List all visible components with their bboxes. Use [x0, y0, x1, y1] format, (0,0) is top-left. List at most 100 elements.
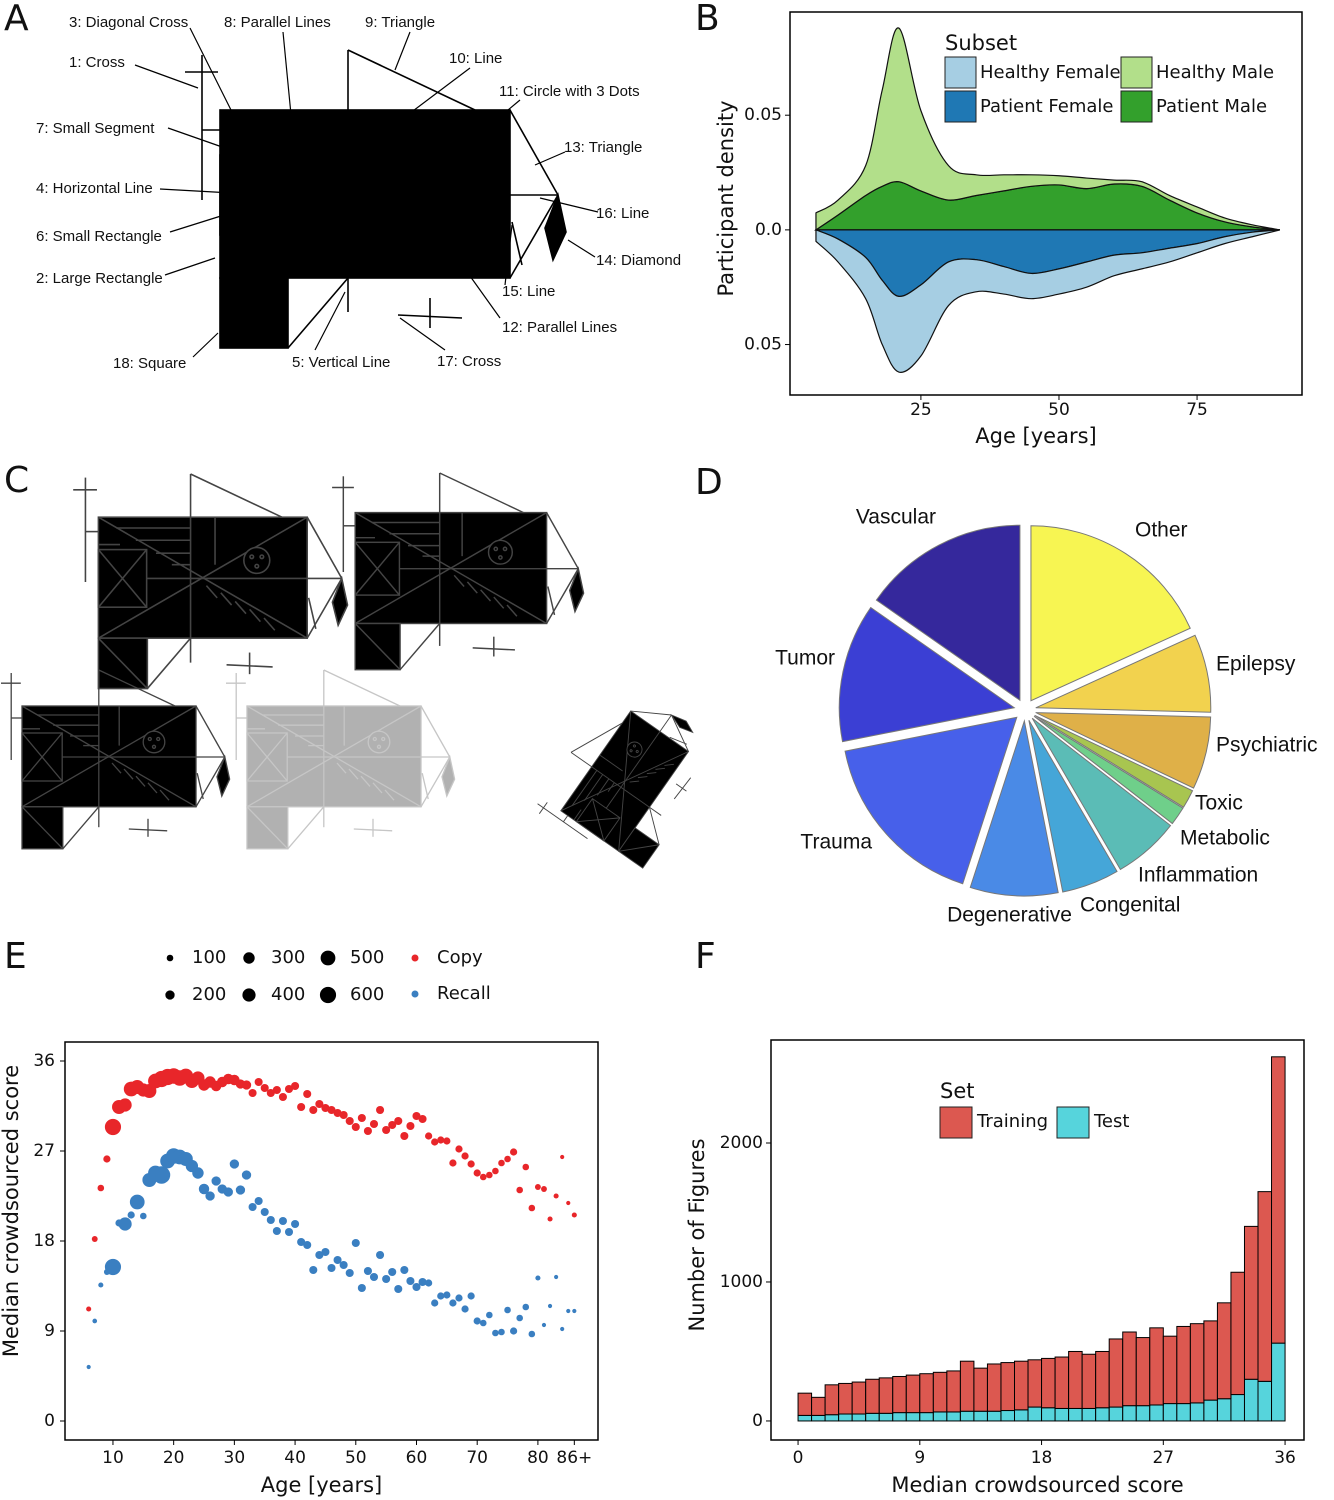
point — [394, 1116, 403, 1126]
x-axis-label: Age [years] — [261, 1473, 382, 1497]
bar — [797, 1392, 813, 1416]
point — [443, 1137, 451, 1145]
point — [260, 1207, 269, 1217]
legend-label: Healthy Female — [980, 62, 1121, 83]
point — [118, 1217, 132, 1231]
plot-frame — [770, 1039, 1305, 1441]
y-tick-label: 36 — [33, 1051, 55, 1071]
x-tick-label: 10 — [102, 1448, 124, 1468]
pie-slice — [1030, 525, 1191, 702]
point — [321, 1103, 330, 1113]
point — [303, 1089, 312, 1099]
point — [560, 1154, 565, 1160]
bar — [851, 1413, 867, 1422]
point — [369, 1272, 379, 1282]
point — [473, 1169, 481, 1177]
bar — [1243, 1225, 1259, 1380]
y-tick-label: 0.05 — [744, 335, 782, 355]
point — [278, 1092, 287, 1102]
bar — [878, 1377, 894, 1414]
point — [467, 1160, 475, 1168]
bar — [959, 1360, 975, 1412]
bar — [1014, 1409, 1029, 1422]
point — [431, 1299, 439, 1307]
x-axis-label: Median crowdsourced score — [891, 1473, 1183, 1497]
point — [388, 1120, 397, 1130]
bar — [1108, 1406, 1124, 1422]
point — [376, 1250, 385, 1260]
diagram-label: 13: Triangle — [564, 139, 642, 156]
size-legend-label: 200 — [192, 984, 226, 1005]
bar — [1216, 1398, 1232, 1422]
bar — [824, 1414, 840, 1422]
bar — [1230, 1394, 1245, 1422]
x-tick-label: 0 — [793, 1448, 804, 1468]
point — [235, 1185, 246, 1195]
y-tick-label: 0 — [44, 1411, 55, 1431]
bar — [1081, 1353, 1097, 1409]
point — [394, 1284, 403, 1294]
x-tick-label: 20 — [163, 1448, 185, 1468]
point — [382, 1274, 391, 1284]
bar — [851, 1381, 867, 1415]
point — [223, 1187, 233, 1197]
point — [266, 1215, 275, 1225]
pie-label: Tumor — [775, 647, 835, 670]
legend-swatch — [939, 1106, 973, 1139]
x-tick-label: 50 — [1048, 400, 1070, 420]
pie-label: Metabolic — [1180, 827, 1270, 850]
point — [205, 1191, 215, 1201]
point — [498, 1328, 505, 1336]
point — [284, 1084, 294, 1094]
diagram-label: 9: Triangle — [365, 14, 435, 31]
pie-label: Other — [1135, 519, 1188, 542]
size-legend-dot — [243, 952, 255, 964]
diagram-label: 18: Square — [113, 355, 186, 372]
point — [479, 1173, 487, 1181]
bar — [986, 1410, 1002, 1422]
point — [534, 1184, 541, 1190]
point — [98, 1282, 104, 1288]
point — [504, 1306, 511, 1314]
y-axis-label: Median crowdsourced score — [0, 1065, 23, 1357]
leader-lines — [134, 27, 599, 358]
point — [91, 1236, 98, 1242]
bar — [1271, 1056, 1286, 1344]
y-tick-label: 0.05 — [744, 105, 782, 125]
point — [479, 1319, 487, 1327]
point — [229, 1159, 240, 1169]
diagram-label: 7: Small Segment — [36, 120, 155, 137]
point — [86, 1306, 92, 1312]
bar — [1135, 1405, 1151, 1422]
bar — [1054, 1407, 1070, 1422]
point — [400, 1265, 409, 1275]
size-legend-label: 300 — [271, 947, 305, 968]
point — [406, 1121, 415, 1131]
y-tick-label: 27 — [33, 1141, 55, 1161]
bar — [1243, 1378, 1259, 1422]
pie-label: Trauma — [800, 831, 872, 854]
point — [118, 1098, 132, 1112]
bar — [1041, 1357, 1056, 1409]
point — [528, 1330, 536, 1338]
point — [303, 1240, 312, 1250]
point — [486, 1311, 493, 1319]
point — [455, 1145, 463, 1153]
legend-swatch — [1120, 90, 1153, 123]
bar — [838, 1382, 853, 1415]
legend-label: Recall — [437, 983, 491, 1004]
size-legend-label: 400 — [271, 984, 305, 1005]
bar — [1068, 1407, 1083, 1422]
point — [388, 1267, 397, 1277]
point — [345, 1116, 354, 1126]
pie-slice — [838, 606, 1016, 743]
point — [455, 1294, 463, 1302]
bar — [797, 1414, 813, 1422]
bar — [811, 1414, 826, 1422]
legend-label: Training — [976, 1111, 1048, 1132]
bar — [932, 1371, 948, 1413]
point — [400, 1131, 409, 1141]
panel-letter: C — [4, 460, 29, 501]
panel-letter: A — [4, 0, 29, 39]
